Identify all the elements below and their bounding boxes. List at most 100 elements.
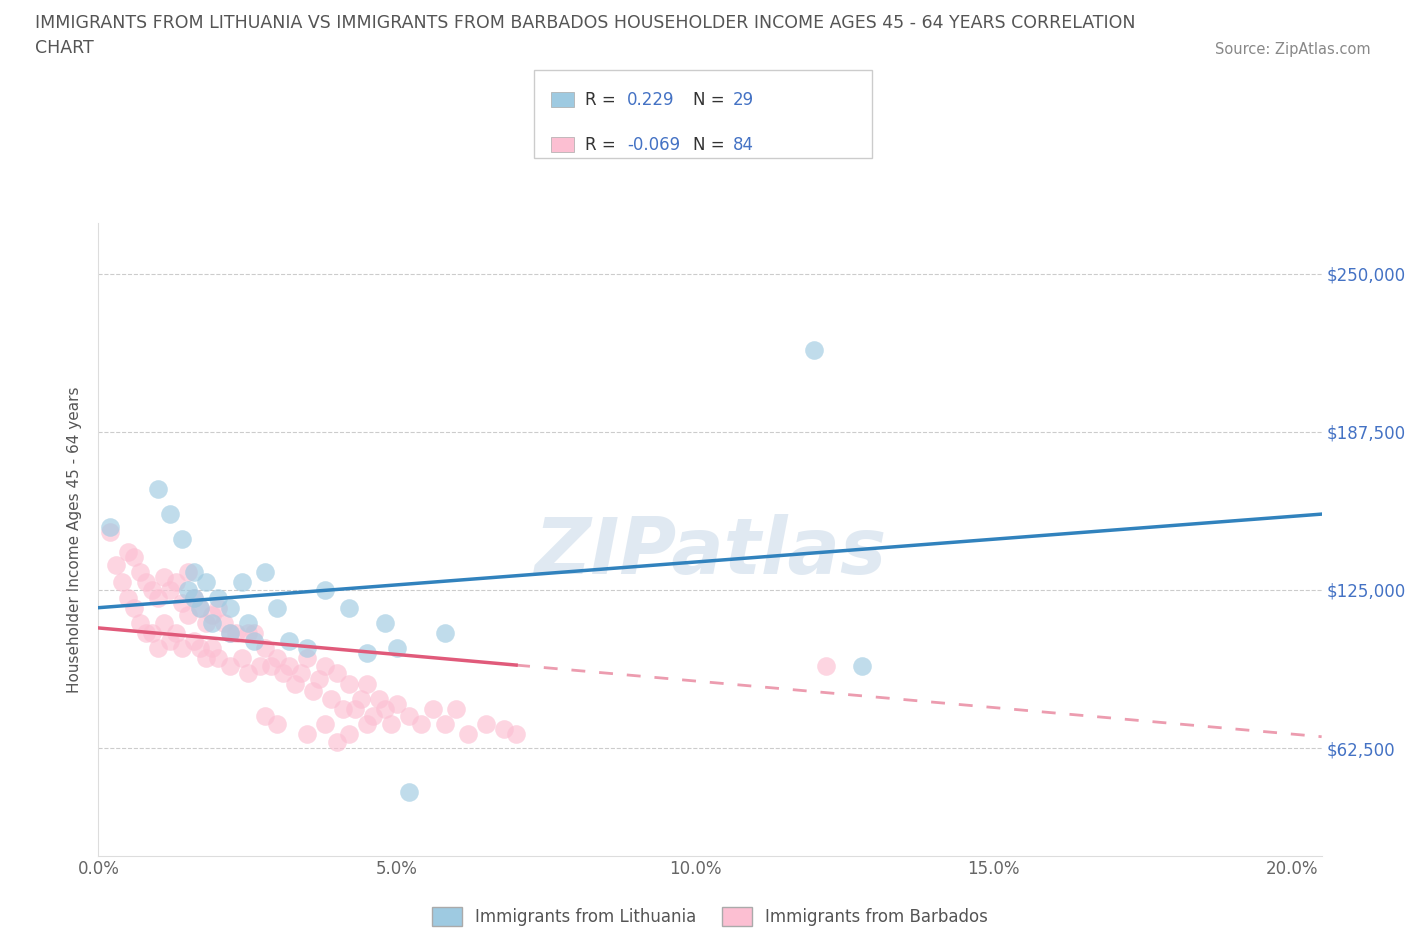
Point <box>201 608 224 623</box>
Point <box>321 691 343 706</box>
Text: Source: ZipAtlas.com: Source: ZipAtlas.com <box>1215 42 1371 57</box>
Point <box>356 717 378 732</box>
Point <box>117 545 139 560</box>
Point <box>297 651 319 666</box>
Point <box>290 666 312 681</box>
Point <box>242 633 264 648</box>
Point <box>141 582 163 597</box>
Point <box>231 651 253 666</box>
Point <box>343 701 366 716</box>
Point <box>273 666 295 681</box>
Point <box>153 616 176 631</box>
Point <box>159 507 181 522</box>
Point <box>254 641 277 656</box>
Point <box>356 676 378 691</box>
Point <box>111 575 134 590</box>
Point <box>218 626 240 641</box>
Point <box>236 626 259 641</box>
Point <box>183 565 205 579</box>
Point <box>177 582 200 597</box>
Point <box>337 726 360 741</box>
Point <box>207 600 229 615</box>
Point <box>170 641 193 656</box>
Point <box>374 701 396 716</box>
Point <box>207 591 229 605</box>
Point <box>297 641 319 656</box>
Point <box>218 658 240 673</box>
Point <box>129 616 152 631</box>
Point <box>177 565 200 579</box>
Point <box>385 697 408 711</box>
Point <box>326 666 349 681</box>
Point <box>314 717 336 732</box>
Point <box>367 691 389 706</box>
Point <box>266 651 288 666</box>
Point <box>332 701 354 716</box>
Point <box>146 591 169 605</box>
Text: 84: 84 <box>733 136 754 154</box>
Point <box>231 575 253 590</box>
Point <box>153 570 176 585</box>
Point <box>207 651 229 666</box>
Point <box>815 658 838 673</box>
Point <box>422 701 444 716</box>
Point <box>165 626 187 641</box>
Text: 29: 29 <box>733 91 754 110</box>
Point <box>183 591 205 605</box>
Text: N =: N = <box>693 91 730 110</box>
Point <box>105 557 128 572</box>
Point <box>177 608 200 623</box>
Point <box>212 616 235 631</box>
Point <box>260 658 283 673</box>
Point <box>122 600 145 615</box>
Text: 0.229: 0.229 <box>627 91 675 110</box>
Point <box>254 709 277 724</box>
Point <box>194 616 217 631</box>
Text: R =: R = <box>585 91 626 110</box>
Point <box>337 676 360 691</box>
Point <box>266 717 288 732</box>
Point <box>409 717 432 732</box>
Point <box>170 595 193 610</box>
Point <box>236 666 259 681</box>
Point <box>433 626 456 641</box>
Point <box>337 600 360 615</box>
Point <box>803 342 825 357</box>
Point <box>475 717 498 732</box>
Text: ZIPatlas: ZIPatlas <box>534 514 886 590</box>
Point <box>218 600 240 615</box>
Point <box>188 641 211 656</box>
Point <box>159 633 181 648</box>
Point <box>159 582 181 597</box>
Point <box>446 701 468 716</box>
Point <box>494 722 516 737</box>
Point <box>302 684 325 698</box>
Text: -0.069: -0.069 <box>627 136 681 154</box>
Point <box>385 641 408 656</box>
Point <box>146 641 169 656</box>
Text: N =: N = <box>693 136 730 154</box>
Point <box>170 532 193 547</box>
Y-axis label: Householder Income Ages 45 - 64 years: Householder Income Ages 45 - 64 years <box>67 386 83 693</box>
Point <box>183 633 205 648</box>
Point <box>183 591 205 605</box>
Point <box>135 575 157 590</box>
Legend: Immigrants from Lithuania, Immigrants from Barbados: Immigrants from Lithuania, Immigrants fr… <box>426 900 994 930</box>
Point <box>398 785 420 800</box>
Point <box>433 717 456 732</box>
Point <box>457 726 479 741</box>
Point <box>117 591 139 605</box>
Point <box>188 600 211 615</box>
Point <box>242 626 264 641</box>
Point <box>225 626 247 641</box>
Point <box>278 658 301 673</box>
Point <box>122 550 145 565</box>
Point <box>350 691 373 706</box>
Point <box>314 658 336 673</box>
Point <box>398 709 420 724</box>
Point <box>249 658 271 673</box>
Point <box>314 582 336 597</box>
Point <box>380 717 402 732</box>
Text: IMMIGRANTS FROM LITHUANIA VS IMMIGRANTS FROM BARBADOS HOUSEHOLDER INCOME AGES 45: IMMIGRANTS FROM LITHUANIA VS IMMIGRANTS … <box>35 14 1136 32</box>
Point <box>98 525 121 539</box>
